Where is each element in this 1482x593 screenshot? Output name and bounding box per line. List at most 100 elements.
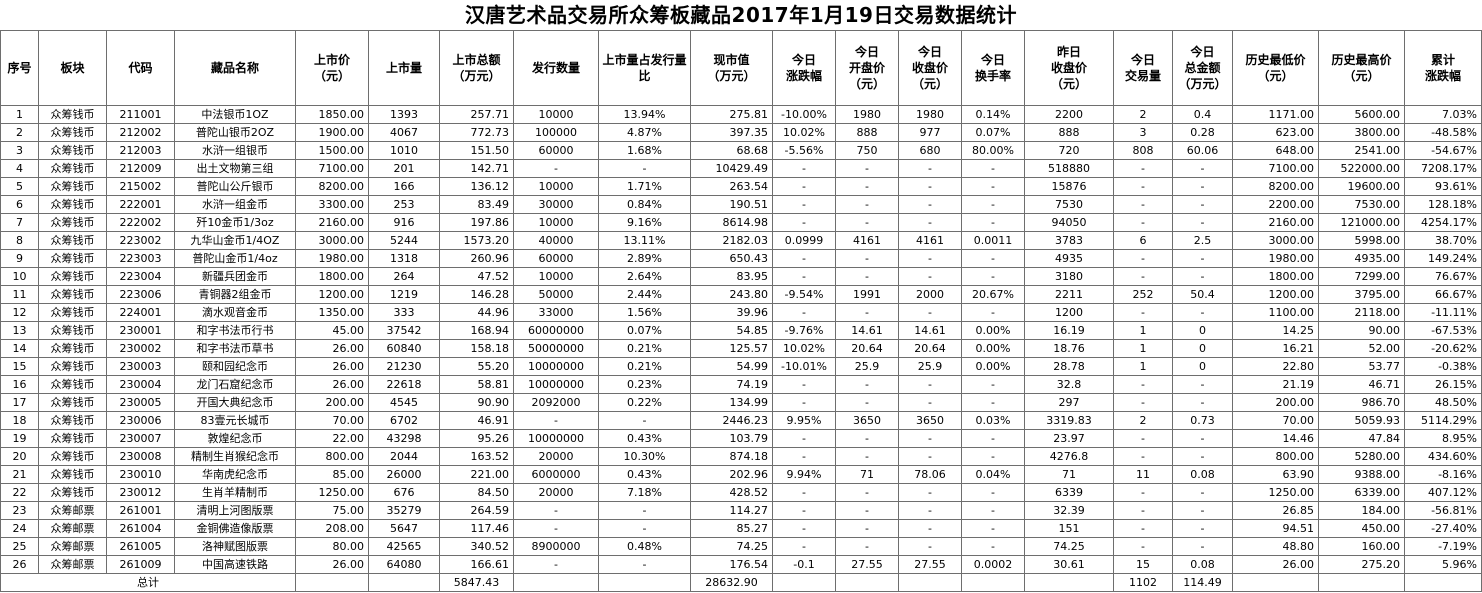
- table-cell: 中国高速铁路: [174, 555, 296, 574]
- table-cell: 800.00: [295, 447, 369, 466]
- table-cell: 190.51: [690, 195, 773, 214]
- table-cell: 1: [1113, 357, 1173, 376]
- table-cell: -: [898, 249, 962, 268]
- table-cell: 20.64: [898, 339, 962, 358]
- table-row: 2 众筹钱币 212002 普陀山银币2OZ 1900.00 4067 772.73 1000…: [0, 123, 1482, 142]
- table-cell: 66.67%: [1404, 285, 1482, 304]
- table-cell: 50000000: [513, 339, 599, 358]
- table-cell: -: [1113, 267, 1173, 286]
- table-cell: 230010: [106, 465, 175, 484]
- table-cell: 71: [1024, 465, 1114, 484]
- table-cell: -: [1172, 447, 1233, 466]
- total-cell: 28632.90: [690, 573, 773, 592]
- table-cell: 10000000: [513, 357, 599, 376]
- table-cell: 众筹钱币: [38, 231, 107, 250]
- table-cell: -: [898, 447, 962, 466]
- table-cell: -: [772, 537, 836, 556]
- table-cell: -: [598, 501, 691, 520]
- table-cell: 0.08: [1172, 555, 1233, 574]
- table-cell: 986.70: [1318, 393, 1405, 412]
- table-cell: 94.51: [1232, 519, 1319, 538]
- table-cell: 九华山金币1/4OZ: [174, 231, 296, 250]
- table-cell: 0.0011: [961, 231, 1025, 250]
- total-cell: [295, 573, 369, 592]
- table-cell: 颐和园纪念币: [174, 357, 296, 376]
- table-cell: -: [835, 159, 899, 178]
- table-cell: 71: [835, 465, 899, 484]
- table-cell: 434.60%: [1404, 447, 1482, 466]
- total-cell: 1102: [1113, 573, 1173, 592]
- table-cell: -: [898, 213, 962, 232]
- table-cell: 261004: [106, 519, 175, 538]
- table-cell: 397.35: [690, 123, 773, 142]
- table-cell: 38.70%: [1404, 231, 1482, 250]
- table-cell: 青铜器2组金币: [174, 285, 296, 304]
- table-cell: 22.00: [295, 429, 369, 448]
- table-cell: 6000000: [513, 465, 599, 484]
- table-cell: 3650: [898, 411, 962, 430]
- table-cell: 80.00: [295, 537, 369, 556]
- table-cell: -: [961, 249, 1025, 268]
- table-cell: 众筹钱币: [38, 105, 107, 124]
- table-cell: 3180: [1024, 267, 1114, 286]
- table-cell: -: [1113, 519, 1173, 538]
- table-cell: 3795.00: [1318, 285, 1405, 304]
- table-cell: 45.00: [295, 321, 369, 340]
- table-cell: 众筹钱币: [38, 249, 107, 268]
- column-header: 历史最低价 （元）: [1232, 30, 1319, 106]
- table-cell: -: [961, 303, 1025, 322]
- table-cell: 83壹元长城币: [174, 411, 296, 430]
- table-row: 17 众筹钱币 230005 开国大典纪念币 200.00 4545 90.90 209200…: [0, 393, 1482, 412]
- table-cell: 261005: [106, 537, 175, 556]
- column-header: 代码: [106, 30, 175, 106]
- table-cell: 168.94: [439, 321, 514, 340]
- table-cell: 7530.00: [1318, 195, 1405, 214]
- table-cell: -9.54%: [772, 285, 836, 304]
- table-cell: 212002: [106, 123, 175, 142]
- table-cell: 10.02%: [772, 339, 836, 358]
- table-cell: 6702: [368, 411, 440, 430]
- table-cell: 30.61: [1024, 555, 1114, 574]
- table-cell: 680: [898, 141, 962, 160]
- table-cell: -: [1113, 501, 1173, 520]
- table-cell: 众筹钱币: [38, 285, 107, 304]
- table-cell: -: [772, 519, 836, 538]
- table-row: 12 众筹钱币 224001 滴水观音金币 1350.00 333 44.96 33000 1.…: [0, 303, 1482, 322]
- table-cell: 125.57: [690, 339, 773, 358]
- table-cell: 0.43%: [598, 465, 691, 484]
- table-cell: 17: [0, 393, 39, 412]
- table-cell: -: [598, 411, 691, 430]
- table-cell: 和字书法币草书: [174, 339, 296, 358]
- table-row: 13 众筹钱币 230001 和字书法币行书 45.00 37542 168.94 60000…: [0, 321, 1482, 340]
- table-cell: 2160.00: [1232, 213, 1319, 232]
- table-cell: -: [772, 249, 836, 268]
- table-cell: 54.85: [690, 321, 773, 340]
- table-cell: 1318: [368, 249, 440, 268]
- table-cell: 众筹钱币: [38, 339, 107, 358]
- table-cell: 10000000: [513, 429, 599, 448]
- table-cell: 0.43%: [598, 429, 691, 448]
- table-cell: 0.00%: [961, 357, 1025, 376]
- table-cell: 76.67%: [1404, 267, 1482, 286]
- table-cell: 74.25: [1024, 537, 1114, 556]
- table-row: 23 众筹邮票 261001 清明上河图版票 75.00 35279 264.59- -114…: [0, 501, 1482, 520]
- table-cell: 208.00: [295, 519, 369, 538]
- table-cell: 230005: [106, 393, 175, 412]
- column-header: 今日 交易量: [1113, 30, 1173, 106]
- table-cell: 263.54: [690, 177, 773, 196]
- table-cell: 48.50%: [1404, 393, 1482, 412]
- table-cell: 0.21%: [598, 357, 691, 376]
- table-cell: 26.15%: [1404, 375, 1482, 394]
- table-cell: 222002: [106, 213, 175, 232]
- table-cell: 1800.00: [295, 267, 369, 286]
- table-cell: 26.00: [295, 375, 369, 394]
- table-row: 22 众筹钱币 230012 生肖羊精制币 1250.00 676 84.50 20000 7.…: [0, 483, 1482, 502]
- table-cell: 230002: [106, 339, 175, 358]
- table-cell: 176.54: [690, 555, 773, 574]
- table-row: 9 众筹钱币 223003 普陀山金币1/4oz 1980.00 1318 260.96 60…: [0, 249, 1482, 268]
- table-cell: 众筹钱币: [38, 321, 107, 340]
- table-row: 19 众筹钱币 230007 敦煌纪念币 22.00 43298 95.26 10000000…: [0, 429, 1482, 448]
- table-cell: -: [1113, 537, 1173, 556]
- table-cell: 52.00: [1318, 339, 1405, 358]
- column-header: 发行数量: [513, 30, 599, 106]
